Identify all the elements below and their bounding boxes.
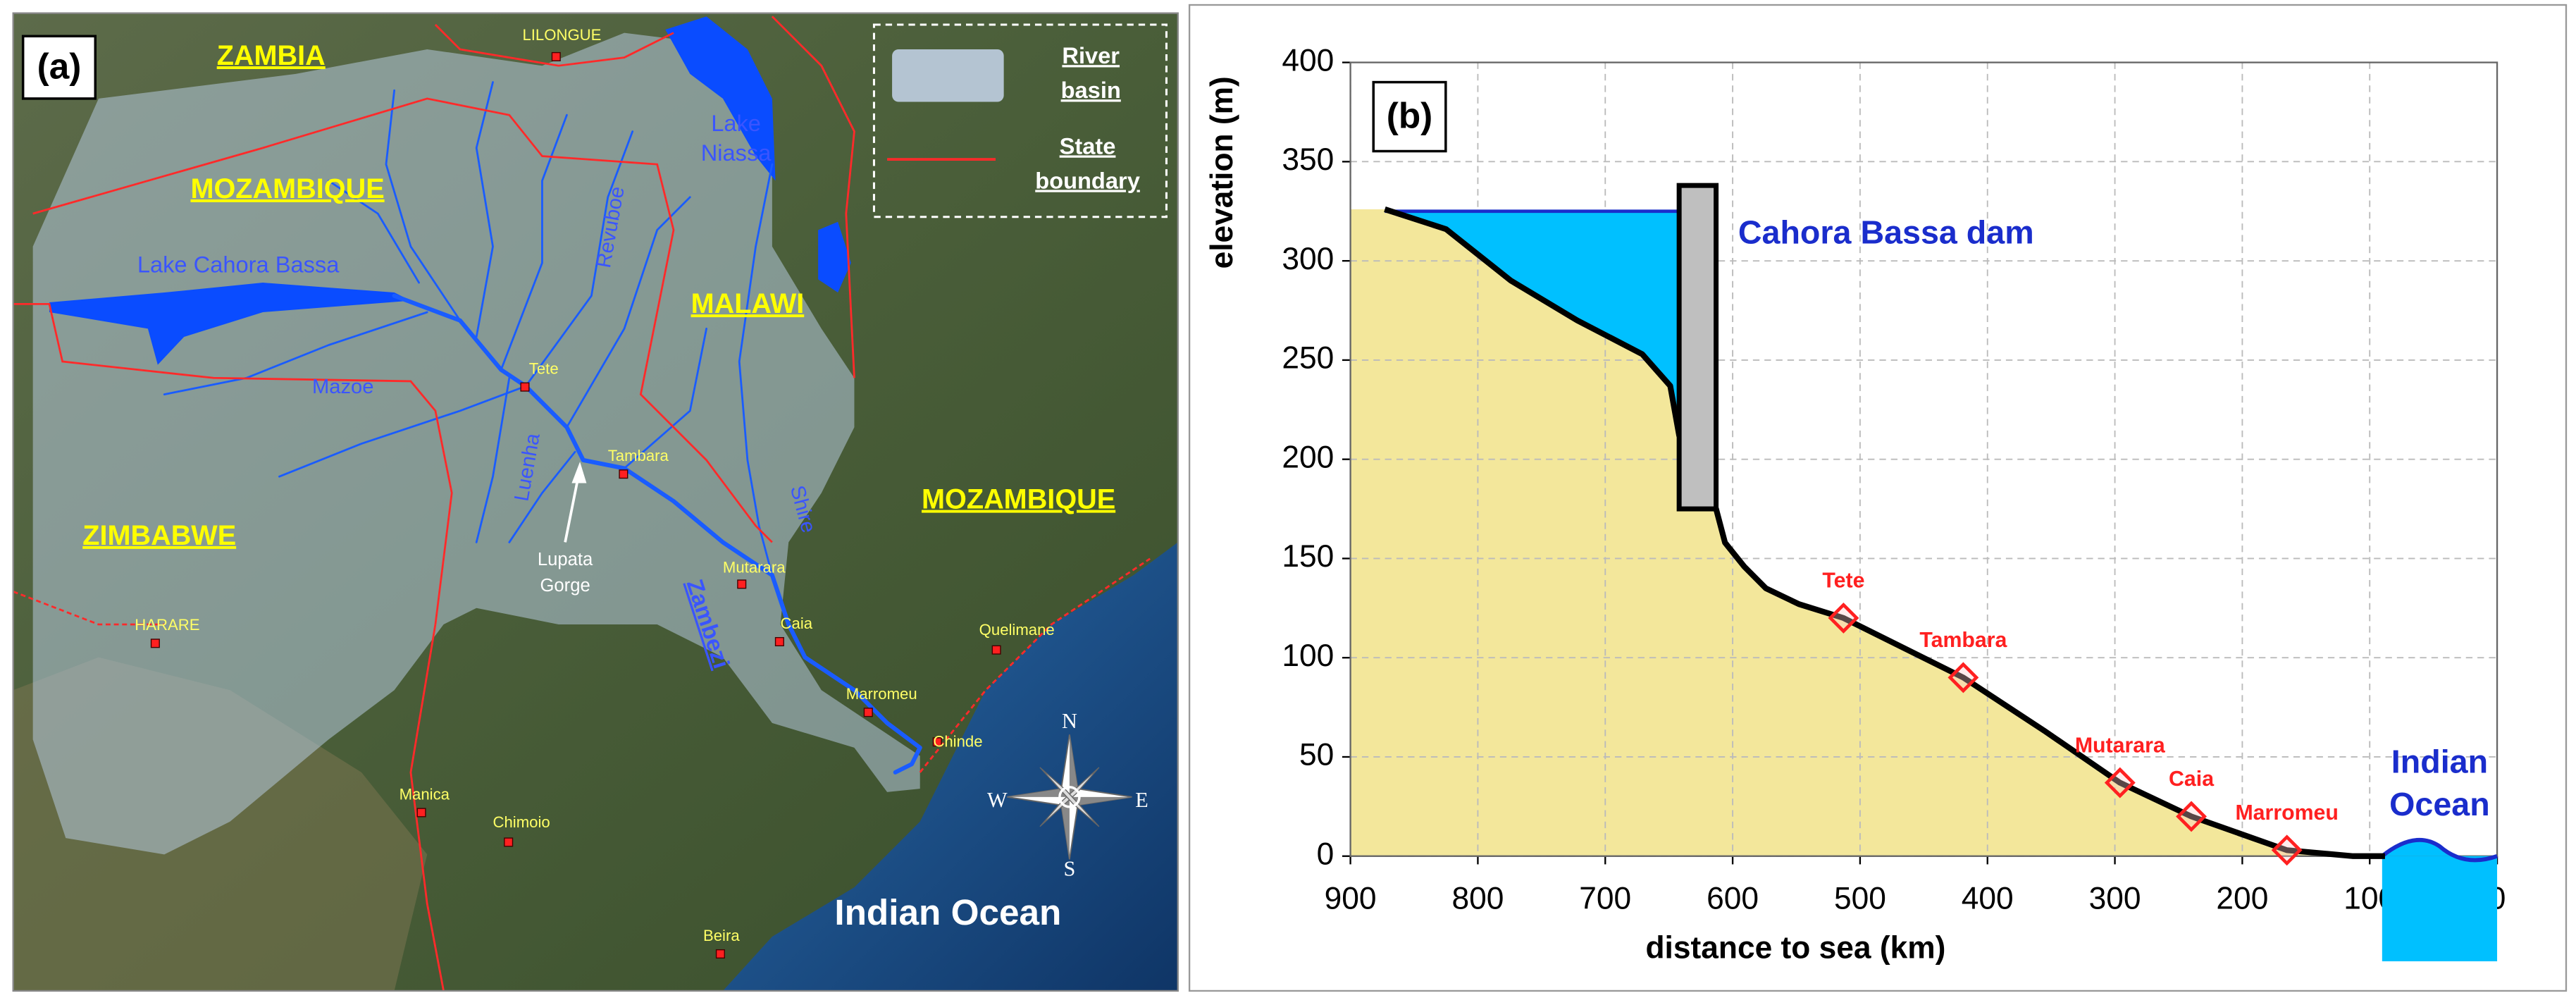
ocean-label: Ocean	[2389, 786, 2490, 822]
legend-swatch	[892, 49, 1004, 102]
city-label: HARARE	[135, 616, 199, 634]
ocean	[722, 542, 1178, 991]
compass-label: E	[1135, 788, 1148, 812]
country-label: ZAMBIA	[217, 40, 326, 71]
ocean-box	[2382, 856, 2498, 961]
town-label: Mutarara	[2075, 734, 2166, 757]
ocean-label: Indian	[2391, 744, 2488, 780]
town-marker	[1828, 602, 1859, 634]
profile-line	[1384, 206, 2385, 859]
city-label: Tambara	[608, 447, 669, 464]
reservoir	[1385, 209, 1680, 436]
y-tick-label: 200	[1282, 440, 1334, 474]
wave	[2381, 837, 2498, 863]
y-tick-label: 100	[1282, 639, 1334, 673]
legend-label: State	[1060, 132, 1116, 159]
city-label: Manica	[400, 785, 450, 803]
x-tick-label: 400	[1962, 881, 2014, 915]
legend-label: River	[1062, 42, 1120, 68]
plot-border	[1349, 61, 2498, 857]
compass	[1007, 734, 1132, 860]
compass-label: S	[1063, 857, 1075, 881]
compass-label: N	[1062, 709, 1077, 733]
gorge-arrow	[564, 476, 580, 543]
rivers	[163, 81, 922, 775]
town-marker	[2176, 801, 2207, 832]
lake	[818, 221, 851, 293]
panel-label-box	[21, 35, 97, 100]
y-tick-label: 0	[1317, 837, 1335, 871]
town-label: Tambara	[1919, 629, 2007, 652]
y-tick-label: 250	[1282, 341, 1334, 376]
panel-label: (b)	[1387, 95, 1432, 135]
plot: 0 50 100 150 200 250 300 350 400 900 800 700 600 500 4…	[1282, 43, 2506, 915]
ground	[1350, 209, 2385, 856]
gorge-label: Gorge	[540, 576, 590, 596]
city-label: Quelimane	[979, 621, 1055, 639]
y-tick-label: 50	[1299, 738, 1334, 772]
x-tick-label: 500	[1834, 881, 1886, 915]
x-tick-label: 600	[1707, 881, 1759, 915]
x-tick-label: 800	[1451, 881, 1504, 915]
legend-label: basin	[1061, 77, 1121, 103]
map: ZAMBIA MOZAMBIQUE MALAWI ZIMBABWE MOZAMB…	[13, 13, 1178, 991]
y-axis-label: elevation (m)	[1205, 76, 1239, 269]
ocean-label: Indian Ocean	[834, 892, 1061, 932]
lake-label: Lake	[711, 110, 761, 136]
compass-label: W	[987, 788, 1008, 812]
x-tick-label: 700	[1579, 881, 1631, 915]
city-label: Beira	[703, 927, 740, 944]
town-label: Caia	[2169, 767, 2215, 791]
dam	[1676, 183, 1719, 512]
town-label: Tete	[1822, 569, 1864, 593]
city-label: Tete	[529, 359, 559, 377]
city-label: Marromeu	[846, 685, 917, 703]
map-frame	[12, 12, 1179, 992]
x-tick-label: 300	[2089, 881, 2141, 915]
city-label: Chimoio	[493, 813, 550, 831]
panel-label: (a)	[37, 46, 82, 86]
city-label: Caia	[781, 615, 813, 632]
city-label: Chinde	[933, 733, 982, 751]
lake-label: Niassa	[701, 140, 772, 166]
y-tick-label: 400	[1282, 43, 1334, 78]
town-label: Marromeu	[2235, 801, 2338, 825]
arrow-head	[571, 462, 587, 483]
lake-niassa	[665, 16, 776, 181]
gorge-label: Lupata	[538, 550, 593, 569]
dam-label: Cahora Bassa dam	[1738, 214, 2034, 251]
lake-label: Lake Cahora Bassa	[137, 251, 340, 277]
river-basin	[32, 32, 920, 855]
city-label: LILONGUE	[522, 26, 601, 44]
y-tick-label: 350	[1282, 142, 1334, 177]
x-tick-label: 900	[1325, 881, 1377, 915]
panel-label-box	[1372, 80, 1447, 153]
town-marker	[1948, 662, 1979, 693]
country-label: ZIMBABWE	[82, 520, 236, 551]
country-label: MALAWI	[691, 288, 805, 319]
river-label: Mazoe	[312, 376, 373, 398]
boundaries	[13, 16, 1151, 991]
country-label: MOZAMBIQUE	[922, 484, 1115, 515]
lake-cahora-bassa	[49, 283, 411, 365]
x-axis-label: distance to sea (km)	[1646, 930, 1946, 965]
y-tick-label: 150	[1282, 539, 1334, 574]
city-markers	[150, 51, 1001, 959]
y-tick-label: 300	[1282, 242, 1334, 276]
legend-label: boundary	[1035, 167, 1140, 193]
town-marker	[2104, 767, 2136, 799]
country-label: MOZAMBIQUE	[190, 173, 384, 204]
x-tick-label: 200	[2216, 881, 2268, 915]
town-marker	[2271, 834, 2303, 866]
city-label: Mutarara	[723, 559, 786, 577]
